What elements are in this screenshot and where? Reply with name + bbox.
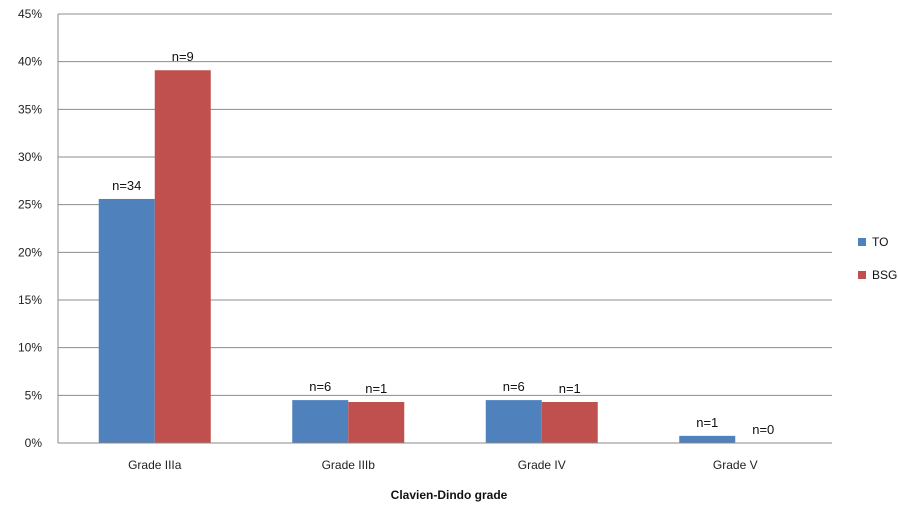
y-tick-label: 45%: [18, 7, 42, 21]
data-label-to-4: n=1: [696, 415, 718, 430]
y-axis-tick-labels: 0% 5% 10% 15% 20% 25% 30% 35% 40% 45%: [18, 7, 42, 450]
data-label-bsg-1: n=9: [172, 49, 194, 64]
data-label-to-2: n=6: [309, 379, 331, 394]
bar-to-1: [98, 198, 155, 443]
data-label-bsg-3: n=1: [559, 381, 581, 396]
y-tick-label: 40%: [18, 55, 42, 69]
x-tick-label: Grade IIIb: [322, 458, 376, 472]
bar-to-3: [485, 400, 542, 443]
y-tick-label: 20%: [18, 245, 42, 259]
y-tick-label: 5%: [25, 388, 43, 402]
bar-bsg-2: [348, 402, 405, 443]
bar-bsg-3: [541, 402, 598, 443]
x-tick-label: Grade IIIa: [128, 458, 182, 472]
y-tick-label: 10%: [18, 341, 42, 355]
legend-swatch-bsg: [858, 271, 866, 279]
data-labels: n=34 n=9 n=6 n=1 n=6 n=1 n=1 n=0: [112, 49, 774, 437]
data-label-bsg-2: n=1: [365, 381, 387, 396]
x-tick-label: Grade V: [713, 458, 758, 472]
bars: [98, 70, 736, 443]
legend-label-to: TO: [872, 235, 888, 249]
x-axis-tick-labels: Grade IIIa Grade IIIb Grade IV Grade V: [128, 458, 758, 472]
y-tick-label: 30%: [18, 150, 42, 164]
y-tick-label: 35%: [18, 102, 42, 116]
x-tick-label: Grade IV: [518, 458, 566, 472]
x-axis-title: Clavien-Dindo grade: [391, 488, 508, 502]
y-tick-label: 15%: [18, 293, 42, 307]
data-label-bsg-4: n=0: [752, 422, 774, 437]
y-tick-label: 25%: [18, 198, 42, 212]
legend-swatch-to: [858, 238, 866, 246]
bar-to-4: [679, 435, 736, 443]
legend: TO BSG: [858, 235, 897, 282]
data-label-to-3: n=6: [503, 379, 525, 394]
y-tick-label: 0%: [25, 436, 43, 450]
data-label-to-1: n=34: [112, 178, 141, 193]
legend-label-bsg: BSG: [872, 268, 897, 282]
bar-to-2: [292, 400, 349, 443]
bar-bsg-1: [154, 70, 211, 443]
